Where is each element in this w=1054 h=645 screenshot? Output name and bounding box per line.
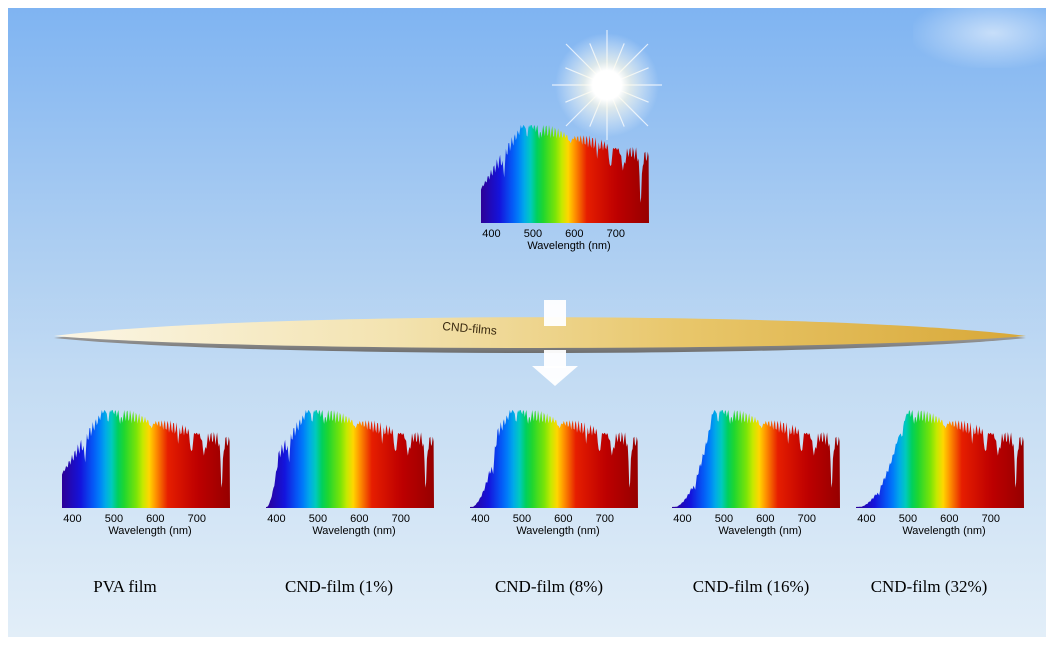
tick-label: 500 bbox=[105, 513, 123, 525]
tick-label: 400 bbox=[482, 228, 500, 240]
tick-label: 600 bbox=[554, 513, 572, 525]
cnd1-spectrum-area bbox=[266, 410, 434, 508]
sunlight-spectrum-area bbox=[481, 125, 649, 223]
tick-label: 400 bbox=[267, 513, 285, 525]
down-arrow-icon bbox=[532, 300, 578, 386]
tick-label: 600 bbox=[350, 513, 368, 525]
cnd-film-disc: CND-films bbox=[54, 317, 1026, 353]
x-axis-title: Wavelength (nm) bbox=[527, 240, 610, 252]
cnd32-spectrum-area bbox=[856, 410, 1024, 508]
film-label: CND-films bbox=[442, 319, 498, 338]
tick-label: 700 bbox=[596, 513, 614, 525]
pva-spectrum-area bbox=[62, 410, 230, 508]
x-axis-title: Wavelength (nm) bbox=[516, 525, 599, 537]
tick-label: 700 bbox=[982, 513, 1000, 525]
cnd1-spectrum: 400 500 600 700 Wavelength (nm) bbox=[266, 410, 434, 550]
cnd16-spectrum: 400 500 600 700 Wavelength (nm) bbox=[672, 410, 840, 550]
tick-label: 400 bbox=[673, 513, 691, 525]
cloud bbox=[913, 8, 1046, 68]
cnd1-film-label: CND-film (1%) bbox=[284, 577, 394, 596]
tick-label: 400 bbox=[471, 513, 489, 525]
tick-label: 400 bbox=[63, 513, 81, 525]
x-axis-title: Wavelength (nm) bbox=[902, 525, 985, 537]
tick-label: 700 bbox=[798, 513, 816, 525]
pva-spectrum: 400 500 600 700 Wavelength (nm) bbox=[62, 410, 230, 550]
pva-film-label: PVA film bbox=[93, 577, 157, 596]
cnd8-spectrum: 400 500 600 700 Wavelength (nm) bbox=[470, 410, 638, 550]
cnd32-spectrum: 400 500 600 700 Wavelength (nm) bbox=[856, 410, 1024, 550]
cnd32-film-label: CND-film (32%) bbox=[870, 577, 988, 596]
tick-label: 600 bbox=[565, 228, 583, 240]
cnd8-film-label: CND-film (8%) bbox=[494, 577, 604, 596]
tick-label: 500 bbox=[899, 513, 917, 525]
tick-label: 600 bbox=[756, 513, 774, 525]
sun-icon bbox=[552, 30, 662, 140]
cnd16-spectrum-area bbox=[672, 410, 840, 508]
tick-label: 500 bbox=[309, 513, 327, 525]
tick-label: 500 bbox=[715, 513, 733, 525]
tick-label: 700 bbox=[607, 228, 625, 240]
tick-label: 700 bbox=[392, 513, 410, 525]
tick-label: 700 bbox=[188, 513, 206, 525]
x-axis-title: Wavelength (nm) bbox=[718, 525, 801, 537]
cnd16-film-label: CND-film (16%) bbox=[692, 577, 810, 596]
cnd8-spectrum-area bbox=[470, 410, 638, 508]
tick-label: 600 bbox=[146, 513, 164, 525]
x-axis-title: Wavelength (nm) bbox=[312, 525, 395, 537]
tick-label: 400 bbox=[857, 513, 875, 525]
sunlight-spectrum: 400 500 600 700 Wavelength (nm) bbox=[481, 125, 649, 265]
x-axis-title: Wavelength (nm) bbox=[108, 525, 191, 537]
tick-label: 500 bbox=[524, 228, 542, 240]
tick-label: 600 bbox=[940, 513, 958, 525]
tick-label: 500 bbox=[513, 513, 531, 525]
